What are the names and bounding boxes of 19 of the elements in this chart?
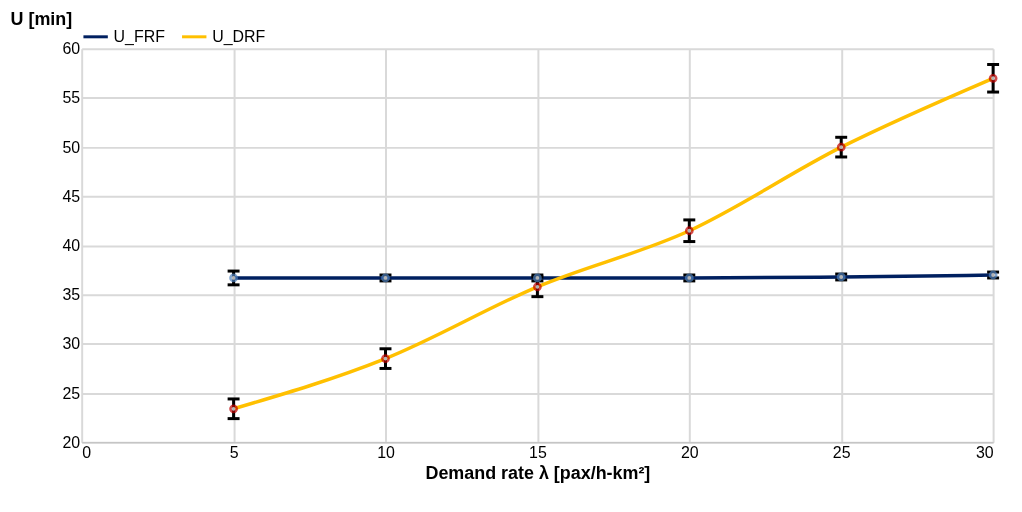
x-tick-label: 15 <box>529 443 547 461</box>
y-tick-label: 30 <box>62 335 81 353</box>
x-axis-title: Demand rate λ [pax/h-km²] <box>425 462 651 483</box>
x-tick-label: 5 <box>229 443 239 461</box>
y-tick-label: 60 <box>62 40 81 58</box>
x-tick-label: 30 <box>975 443 994 461</box>
x-tick-label: 20 <box>680 443 699 461</box>
y-tick-label: 40 <box>62 236 81 254</box>
x-tick-label: 25 <box>832 443 851 461</box>
y-tick-label: 45 <box>62 187 81 205</box>
legend-label: U_FRF <box>113 27 166 46</box>
y-tick-label: 35 <box>62 286 81 304</box>
y-tick-label: 55 <box>62 89 81 107</box>
x-tick-label: 10 <box>377 443 395 461</box>
y-axis-title: U [min] <box>10 9 73 30</box>
legend-label: U_DRF <box>212 27 266 46</box>
y-tick-label: 50 <box>62 138 81 156</box>
x-tick-label: 0 <box>82 443 92 461</box>
y-tick-label: 25 <box>62 384 81 402</box>
